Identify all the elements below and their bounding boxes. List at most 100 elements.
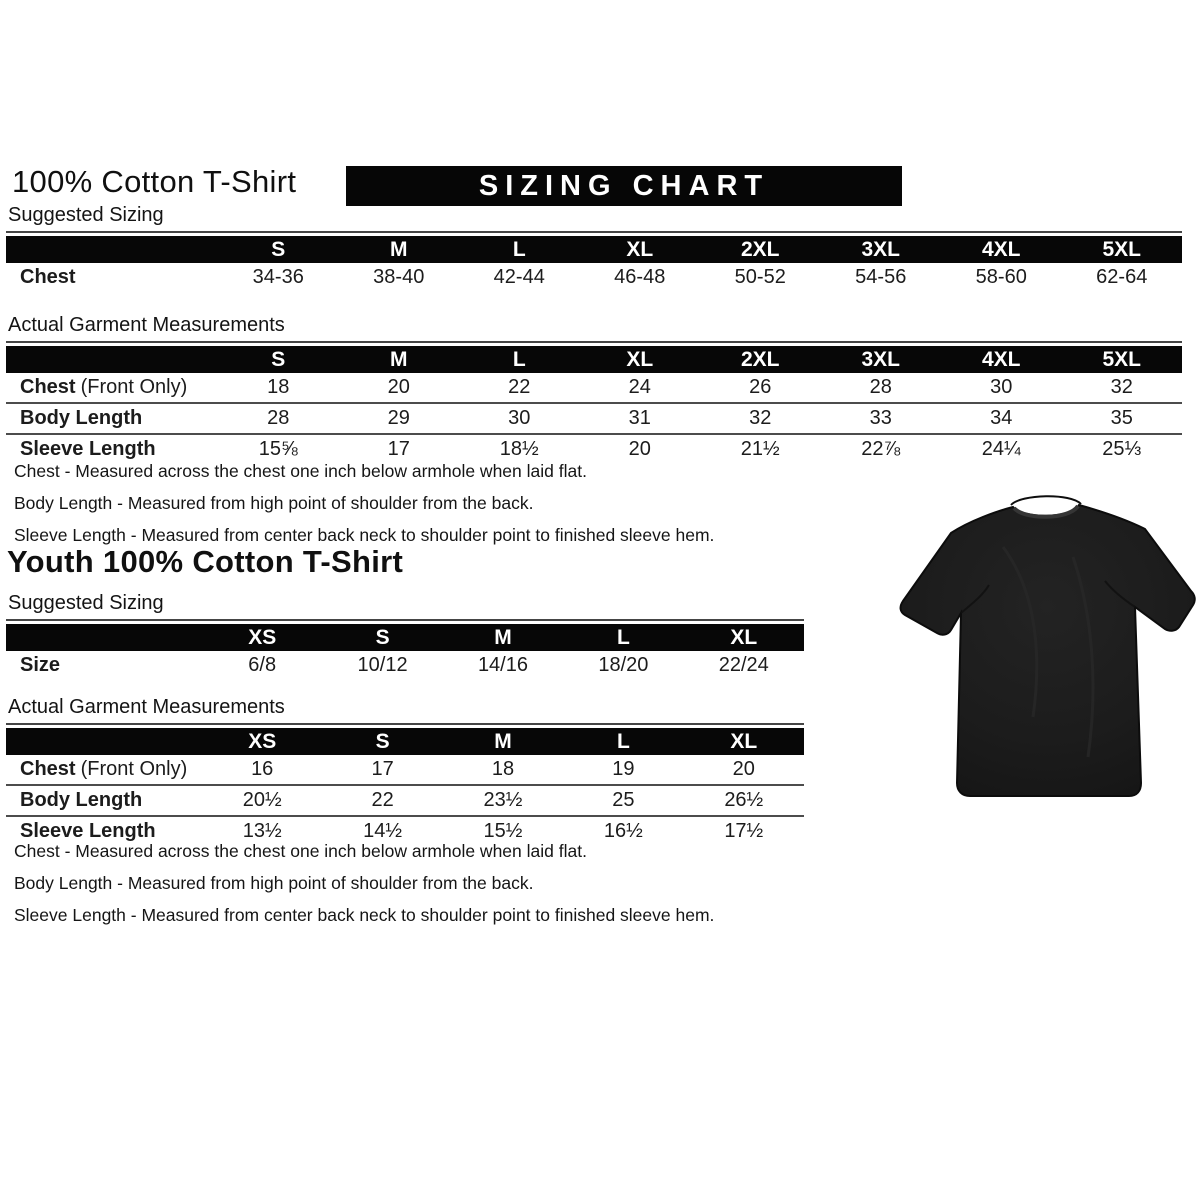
adult-actual-measurements-table: S M L XL 2XL 3XL 4XL 5XL Chest (Front Onl… [6, 346, 1182, 464]
cell: 25 [563, 784, 684, 816]
cell: 14½ [322, 815, 443, 846]
size-column-header: XL [579, 346, 700, 373]
size-column-header: 3XL [820, 236, 941, 263]
sizing-chart-banner-text: SIZING CHART [478, 169, 770, 202]
size-column-header: XL [579, 236, 700, 263]
cell: 32 [700, 402, 821, 434]
size-column-header: XL [683, 624, 804, 651]
size-header-spacer [6, 236, 218, 263]
size-column-header: S [322, 624, 443, 651]
note-line: Body Length - Measured from high point o… [14, 493, 534, 513]
cell: 20 [387, 376, 410, 398]
tshirt-body [899, 503, 1196, 797]
cell: 26 [749, 376, 772, 398]
cell: 23½ [442, 784, 564, 816]
cell: 54-56 [855, 266, 907, 288]
cell: 15⅝ [218, 433, 339, 464]
size-header-row: S M L XL 2XL 3XL 4XL 5XL [6, 346, 1182, 373]
size-column-header: L [459, 236, 580, 263]
cell: 30 [990, 376, 1013, 398]
cell: 30 [459, 402, 580, 434]
cell: 10/12 [357, 654, 408, 676]
cell: 25⅓ [1061, 433, 1182, 464]
table-row: Size 6/8 10/12 14/16 18/20 22/24 [6, 651, 804, 680]
cell: 22 [508, 376, 531, 398]
size-column-header: L [563, 624, 684, 651]
size-column-header: XL [683, 728, 804, 755]
cell: 16 [251, 758, 274, 780]
size-column-header: 5XL [1061, 236, 1182, 263]
cell: 58-60 [975, 266, 1027, 288]
cell: 38-40 [373, 266, 425, 288]
size-column-header: L [563, 728, 684, 755]
cell: 16½ [563, 815, 684, 846]
cell: 20 [732, 758, 755, 780]
size-column-header: 3XL [820, 346, 941, 373]
cell: 14/16 [477, 654, 528, 676]
cell: 24¼ [941, 433, 1062, 464]
note-line: Chest - Measured across the chest one in… [14, 461, 587, 481]
row-label: Size [20, 654, 61, 676]
cell: 22⅞ [820, 433, 941, 464]
table-row: Chest (Front Only) 18 20 22 24 26 28 30 3… [6, 373, 1182, 403]
cell: 31 [579, 402, 700, 434]
cell: 22 [322, 784, 443, 816]
adult-measurement-notes: Chest - Measured across the chest one in… [14, 461, 714, 557]
tshirt-collar [1012, 504, 1080, 519]
size-header-row: S M L XL 2XL 3XL 4XL 5XL [6, 236, 1182, 263]
size-column-header: S [218, 236, 339, 263]
table-row: Body Length 20½ 22 23½ 25 26½ [6, 784, 804, 816]
size-column-header: M [442, 728, 564, 755]
size-column-header: 4XL [941, 236, 1062, 263]
adult-actual-measurements-section: Actual Garment Measurements S M L XL 2XL… [6, 314, 1182, 464]
row-label: Chest (Front Only) [20, 376, 188, 398]
size-column-header: 4XL [941, 346, 1062, 373]
cell: 18/20 [598, 654, 649, 676]
youth-actual-measurements-table: XS S M L XL Chest (Front Only) 16 17 18 1… [6, 728, 804, 846]
cell: 17 [338, 433, 459, 464]
adult-section-title: 100% Cotton T-Shirt [12, 164, 297, 199]
youth-suggested-sizing-label: Suggested Sizing [6, 592, 804, 621]
size-header-spacer [6, 346, 218, 373]
adult-suggested-sizing-section: Suggested Sizing S M L XL 2XL 3XL 4XL 5X… [6, 204, 1182, 292]
cell: 15½ [442, 815, 564, 846]
size-column-header: M [442, 624, 564, 651]
size-header-row: XS S M L XL [6, 728, 804, 755]
size-column-header: XS [202, 624, 323, 651]
note-line: Sleeve Length - Measured from center bac… [14, 525, 715, 545]
adult-suggested-sizing-table: S M L XL 2XL 3XL 4XL 5XL Chest 34-36 38-… [6, 236, 1182, 292]
cell: 13½ [202, 815, 323, 846]
size-header-row: XS S M L XL [6, 624, 804, 651]
size-column-header: 2XL [700, 236, 821, 263]
cell: 32 [1110, 376, 1133, 398]
cell: 26½ [683, 784, 804, 816]
cell: 19 [612, 758, 635, 780]
cell: 18 [491, 758, 515, 780]
youth-actual-measurements-label: Actual Garment Measurements [6, 696, 804, 725]
youth-actual-measurements-section: Actual Garment Measurements XS S M L XL … [6, 696, 804, 846]
table-row: Chest (Front Only) 16 17 18 19 20 [6, 755, 804, 785]
youth-measurement-notes: Chest - Measured across the chest one in… [14, 841, 714, 937]
black-tshirt-image [899, 495, 1196, 797]
cell: 20 [579, 433, 700, 464]
cell: 24 [628, 376, 651, 398]
table-row: Sleeve Length 13½ 14½ 15½ 16½ 17½ [6, 815, 804, 846]
size-column-header: M [338, 236, 459, 263]
tshirt-sleeve-seam [960, 580, 1136, 614]
row-label: Sleeve Length [6, 433, 218, 464]
cell: 18 [267, 376, 290, 398]
table-row: Sleeve Length 15⅝ 17 18½ 20 21½ 22⅞ 24¼ … [6, 433, 1182, 464]
row-label: Body Length [6, 402, 218, 434]
size-header-spacer [6, 728, 202, 755]
tshirt-collar-outline [1010, 495, 1082, 506]
cell: 17½ [683, 815, 804, 846]
cell: 22/24 [718, 654, 769, 676]
note-line: Body Length - Measured from high point o… [14, 873, 534, 893]
size-header-spacer [6, 624, 202, 651]
table-row: Chest 34-36 38-40 42-44 46-48 50-52 54-5… [6, 263, 1182, 292]
row-label: Body Length [6, 784, 202, 816]
note-line: Sleeve Length - Measured from center bac… [14, 905, 715, 925]
cell: 46-48 [614, 266, 666, 288]
cell: 34 [941, 402, 1062, 434]
